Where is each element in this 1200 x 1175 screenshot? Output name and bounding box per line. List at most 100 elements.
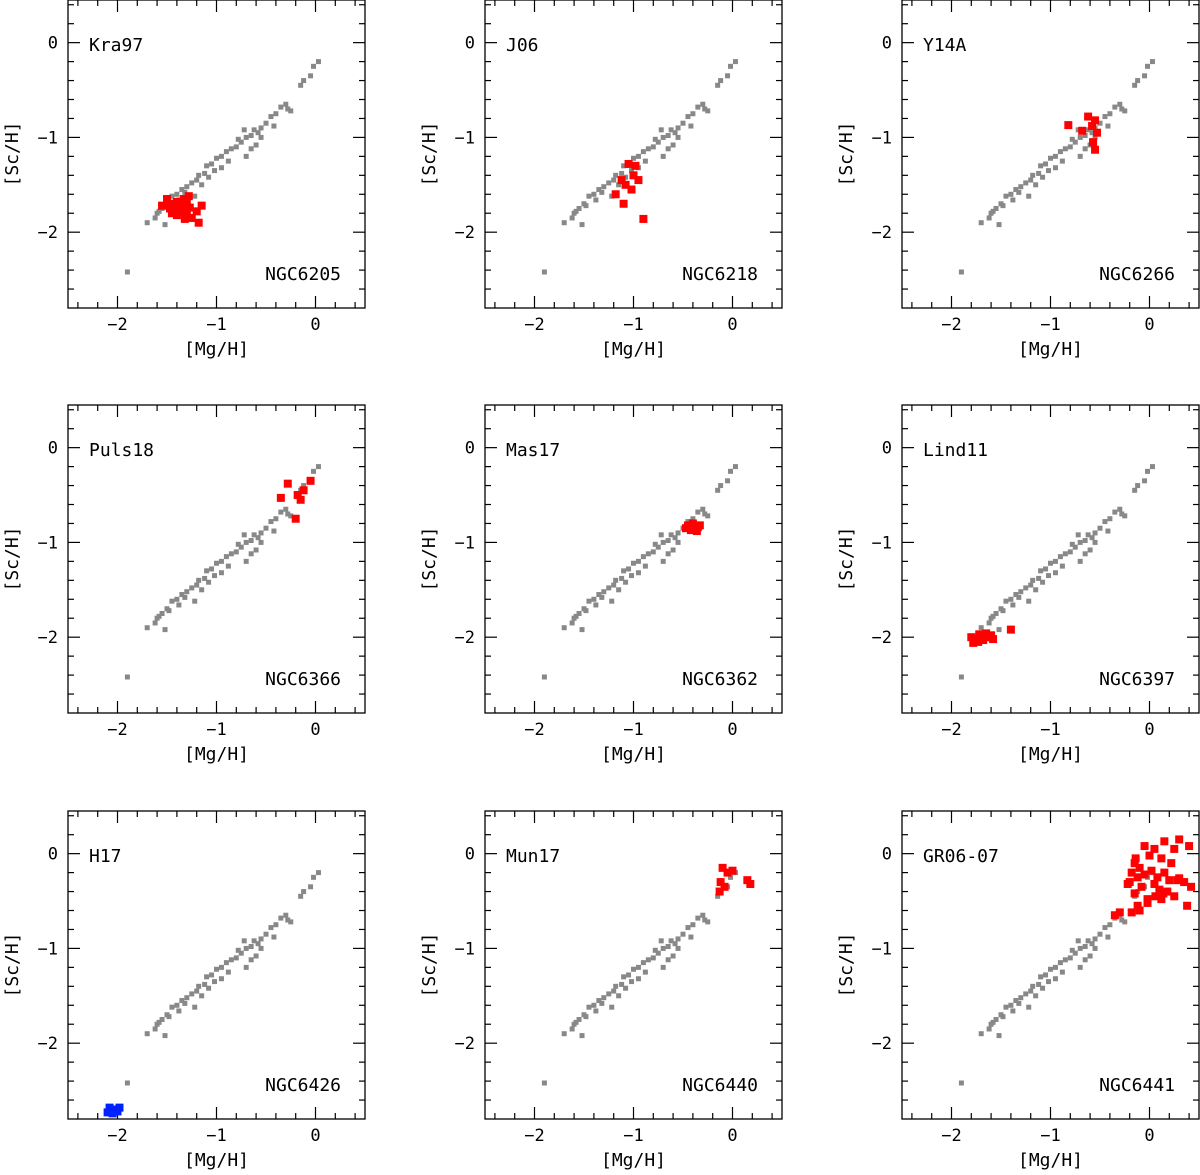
data-point	[108, 1109, 117, 1118]
reference-point	[1142, 73, 1148, 79]
reference-point	[1030, 172, 1036, 178]
reference-point	[1102, 925, 1108, 931]
reference-point	[1003, 193, 1009, 199]
reference-point	[1085, 532, 1091, 538]
reference-point	[124, 1080, 130, 1086]
data-point	[1064, 121, 1073, 130]
reference-point	[583, 1014, 589, 1020]
reference-point	[640, 960, 646, 966]
reference-point	[1038, 568, 1044, 574]
reference-point	[990, 613, 996, 619]
data-point	[975, 630, 984, 639]
reference-point	[1026, 193, 1032, 199]
y-tick-label: 0	[882, 845, 892, 865]
reference-point	[1112, 104, 1118, 110]
data-point	[634, 176, 643, 185]
x-axis-label: [Mg/H]	[184, 339, 249, 360]
panel-label: GR06-07	[923, 846, 999, 867]
reference-point	[1092, 945, 1098, 951]
reference-point	[958, 674, 964, 680]
data-point	[1145, 851, 1154, 860]
panel-label: Kra97	[89, 35, 143, 56]
reference-point	[665, 146, 671, 152]
reference-point	[301, 78, 307, 84]
reference-point	[650, 955, 656, 961]
reference-point	[1082, 957, 1088, 963]
data-point	[715, 887, 724, 896]
data-point	[170, 204, 179, 213]
reference-point	[174, 596, 180, 602]
reference-point	[271, 123, 277, 129]
data-point	[746, 879, 755, 888]
reference-point	[541, 269, 547, 275]
reference-point	[263, 120, 269, 126]
reference-point	[573, 1019, 579, 1025]
reference-point	[606, 991, 612, 997]
reference-point	[196, 172, 202, 178]
data-point	[306, 476, 315, 485]
data-point	[1123, 879, 1132, 888]
reference-point	[1057, 554, 1063, 560]
reference-series	[124, 464, 321, 680]
reference-point	[263, 525, 269, 531]
reference-point	[645, 957, 651, 963]
reference-point	[124, 269, 130, 275]
reference-point	[283, 101, 289, 107]
x-axis-label: [Mg/H]	[601, 744, 666, 765]
reference-point	[1026, 1004, 1032, 1010]
reference-point	[665, 551, 671, 557]
reference-point	[253, 953, 259, 959]
data-point	[1183, 901, 1192, 910]
y-tick-label: 0	[465, 34, 475, 54]
reference-point	[1077, 964, 1083, 970]
reference-point	[702, 917, 708, 923]
reference-point	[1059, 969, 1065, 975]
reference-point	[301, 483, 307, 489]
reference-point	[1117, 506, 1123, 512]
reference-point	[705, 108, 711, 114]
reference-point	[124, 674, 130, 680]
cluster-series	[158, 192, 206, 227]
cluster-series	[715, 863, 755, 896]
panel-label: Mun17	[506, 846, 560, 867]
reference-point	[166, 1014, 172, 1020]
reference-point	[1052, 153, 1058, 159]
reference-point	[616, 993, 622, 999]
y-tick-label: −1	[872, 939, 892, 959]
reference-point	[225, 563, 231, 569]
reference-point	[235, 136, 241, 142]
reference-point	[206, 174, 212, 180]
reference-point	[1059, 563, 1065, 569]
reference-point	[1030, 577, 1036, 583]
reference-point	[228, 957, 234, 963]
reference-point	[688, 934, 694, 940]
reference-point	[1003, 598, 1009, 604]
y-tick-label: 0	[882, 34, 892, 54]
panel-label: Y14A	[923, 35, 967, 56]
reference-point	[182, 1000, 188, 1006]
reference-point	[298, 82, 304, 88]
data-point	[1078, 126, 1087, 135]
reference-series	[958, 870, 1155, 1086]
reference-point	[199, 182, 205, 188]
reference-point	[1048, 560, 1053, 566]
reference-point	[1052, 165, 1058, 171]
reference-point	[958, 269, 964, 275]
reference-point	[596, 187, 602, 193]
reference-point	[725, 478, 731, 484]
reference-series	[958, 59, 1155, 275]
reference-point	[1085, 938, 1091, 944]
data-point	[185, 203, 194, 212]
reference-point	[241, 127, 247, 133]
reference-point	[601, 589, 607, 595]
x-tick-label: −1	[1040, 315, 1060, 335]
reference-point	[1013, 187, 1019, 193]
reference-point	[573, 208, 579, 214]
reference-point	[182, 594, 188, 600]
x-tick-label: −1	[623, 720, 643, 740]
data-point	[1088, 122, 1097, 131]
reference-point	[1107, 922, 1113, 928]
reference-point	[253, 547, 259, 553]
reference-point	[162, 627, 168, 633]
y-tick-label: −2	[38, 1034, 58, 1054]
